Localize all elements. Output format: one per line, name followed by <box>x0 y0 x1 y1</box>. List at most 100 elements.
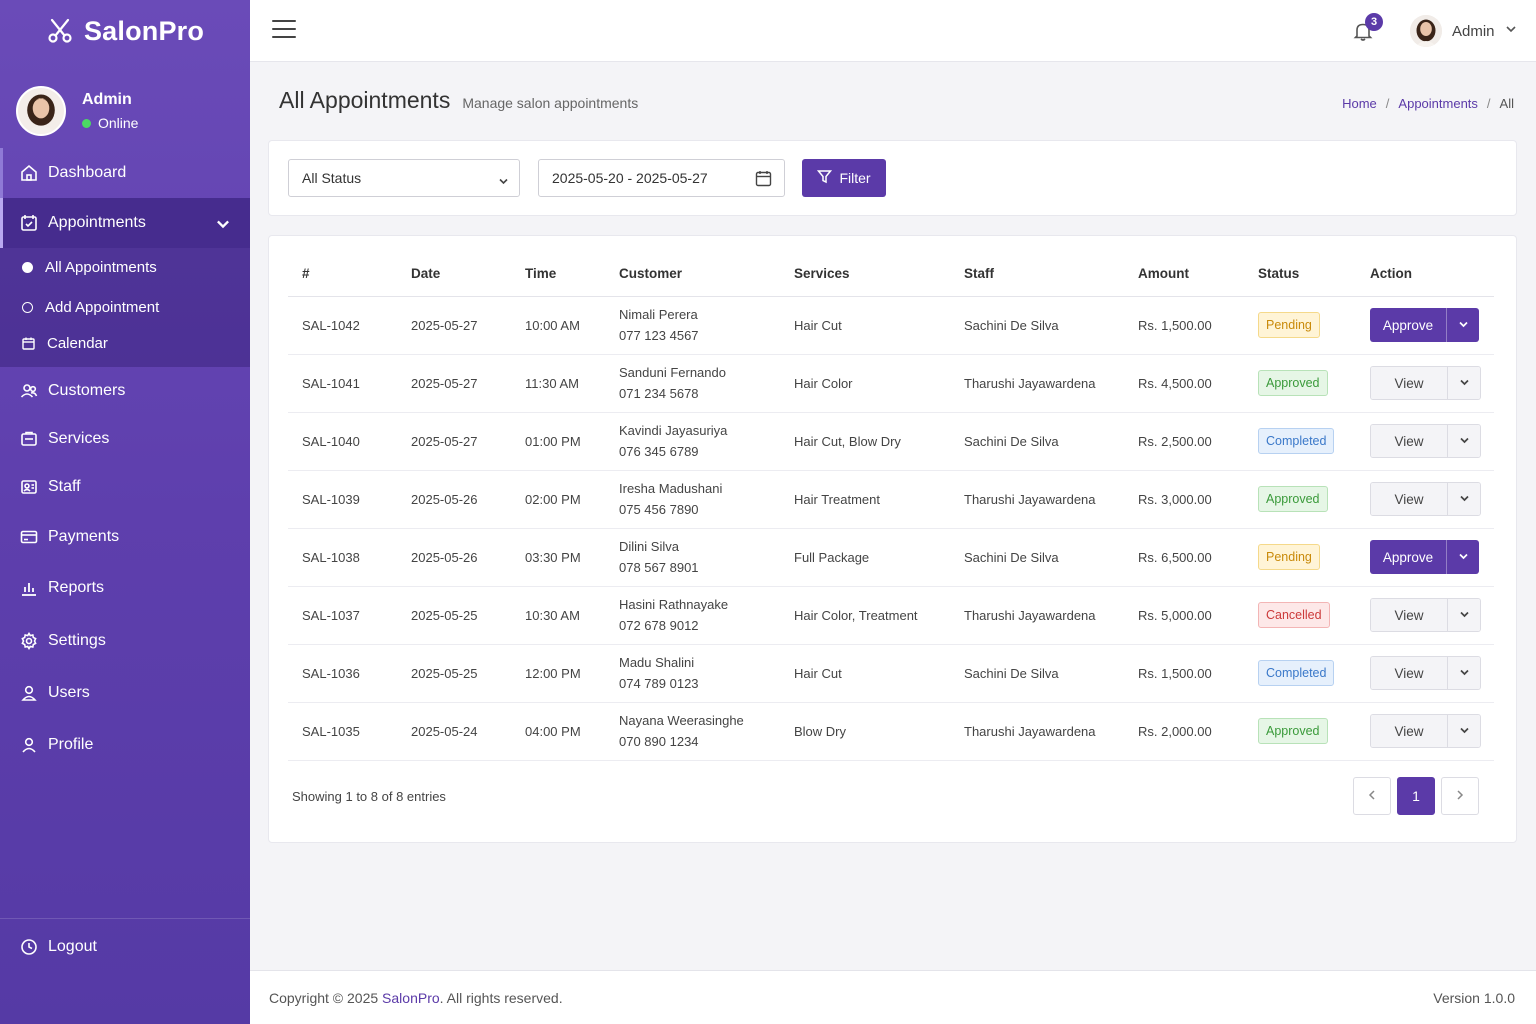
breadcrumb-home[interactable]: Home <box>1342 96 1377 111</box>
view-button[interactable]: View <box>1371 425 1447 457</box>
appointment-amount: Rs. 3,000.00 <box>1124 470 1244 529</box>
appointment-staff: Sachini De Silva <box>950 528 1124 587</box>
status-select[interactable]: All Status <box>288 159 520 197</box>
sidebar-item-appointments[interactable]: Appointments <box>0 198 250 248</box>
users-group-icon <box>20 382 38 400</box>
status-cell: Approved <box>1244 470 1356 529</box>
logout-button[interactable]: Logout <box>0 919 250 975</box>
customer-cell: Dilini Silva 078 567 8901 <box>605 528 780 587</box>
appointment-time: 01:00 PM <box>511 412 605 471</box>
action-dropdown-toggle[interactable] <box>1447 599 1480 631</box>
action-dropdown-toggle[interactable] <box>1447 367 1480 399</box>
breadcrumb-appointments[interactable]: Appointments <box>1398 96 1478 111</box>
table-row: SAL-1037 2025-05-25 10:30 AM Hasini Rathnay… <box>288 586 1494 645</box>
status-badge: Approved <box>1258 486 1328 512</box>
status-cell: Completed <box>1244 412 1356 471</box>
avatar <box>16 86 66 136</box>
copyright: Copyright © 2025 SalonPro. All rights re… <box>269 990 563 1006</box>
prev-page-button[interactable] <box>1353 777 1391 815</box>
customer-phone: 070 890 1234 <box>619 734 699 749</box>
topbar: 3 Admin <box>250 0 1536 62</box>
view-button[interactable]: View <box>1371 483 1447 515</box>
appointment-services: Hair Treatment <box>780 470 950 529</box>
approve-button[interactable]: Approve <box>1370 540 1446 574</box>
sidebar-item-reports[interactable]: Reports <box>0 562 250 615</box>
sidebar-subitem-add-appointment[interactable]: Add Appointment <box>0 288 250 328</box>
table-row: SAL-1035 2025-05-24 04:00 PM Nayana Weerasi… <box>288 702 1494 761</box>
home-icon <box>20 164 38 182</box>
topbar-user-menu[interactable]: Admin <box>1410 15 1517 47</box>
sidebar-item-customers[interactable]: Customers <box>0 367 250 415</box>
chevron-down-icon <box>1459 376 1470 391</box>
appointment-amount: Rs. 4,500.00 <box>1124 354 1244 413</box>
breadcrumb-current: All <box>1499 96 1514 111</box>
customer-name: Kavindi Jayasuriya <box>619 423 728 438</box>
appointment-id: SAL-1038 <box>288 528 397 587</box>
sidebar-item-services[interactable]: Services <box>0 415 250 463</box>
column-header: Staff <box>950 252 1124 297</box>
table-row: SAL-1042 2025-05-27 10:00 AM Nimali Perera 0… <box>288 296 1494 355</box>
footer-brand-link[interactable]: SalonPro <box>382 990 440 1006</box>
entries-info: Showing 1 to 8 of 8 entries <box>292 789 446 804</box>
sidebar-subitem-all-appointments[interactable]: All Appointments <box>0 248 250 288</box>
breadcrumb-separator: / <box>1385 96 1390 111</box>
view-button[interactable]: View <box>1371 657 1447 689</box>
sidebar-item-dashboard[interactable]: Dashboard <box>0 148 250 198</box>
approve-button[interactable]: Approve <box>1370 308 1446 342</box>
brand[interactable]: SalonPro <box>0 0 250 62</box>
status-cell: Approved <box>1244 702 1356 761</box>
subitem-label: Calendar <box>47 335 108 353</box>
appointment-amount: Rs. 2,500.00 <box>1124 412 1244 471</box>
appointment-id: SAL-1042 <box>288 296 397 355</box>
appointment-id: SAL-1035 <box>288 702 397 761</box>
chevron-down-icon <box>1459 434 1470 449</box>
action-cell: Approve <box>1356 528 1494 587</box>
column-header: Customer <box>605 252 780 297</box>
next-page-button[interactable] <box>1441 777 1479 815</box>
action-dropdown-toggle[interactable] <box>1447 483 1480 515</box>
sidebar-item-payments[interactable]: Payments <box>0 512 250 562</box>
sidebar-item-users[interactable]: Users <box>0 667 250 719</box>
customer-name: Madu Shalini <box>619 655 695 670</box>
column-header: Services <box>780 252 950 297</box>
action-dropdown-toggle[interactable] <box>1446 540 1479 574</box>
avatar <box>1410 15 1442 47</box>
sidebar-user-panel: Admin Online <box>0 62 250 144</box>
view-button[interactable]: View <box>1371 599 1447 631</box>
status-cell: Approved <box>1244 354 1356 413</box>
gear-icon <box>20 631 38 650</box>
status-select-value: All Status <box>302 170 362 186</box>
table-row: SAL-1038 2025-05-26 03:30 PM Dilini Silva 07… <box>288 528 1494 587</box>
action-dropdown-toggle[interactable] <box>1446 308 1479 342</box>
view-button[interactable]: View <box>1371 367 1447 399</box>
action-cell: View <box>1356 412 1494 471</box>
sidebar-item-profile[interactable]: Profile <box>0 719 250 771</box>
sidebar-item-staff[interactable]: Staff <box>0 463 250 512</box>
action-dropdown-toggle[interactable] <box>1447 715 1480 747</box>
page-button[interactable]: 1 <box>1397 777 1435 815</box>
sidebar-user-name: Admin <box>82 91 132 108</box>
chevron-right-icon <box>1454 788 1466 804</box>
appointment-amount: Rs. 6,500.00 <box>1124 528 1244 587</box>
id-card-icon <box>20 478 38 496</box>
filter-button[interactable]: Filter <box>802 159 886 197</box>
sidebar-item-label: Appointments <box>48 214 146 231</box>
appointment-services: Blow Dry <box>780 702 950 761</box>
appointment-id: SAL-1041 <box>288 354 397 413</box>
sidebar-item-settings[interactable]: Settings <box>0 615 250 667</box>
user-status-label: Online <box>98 115 139 131</box>
action-dropdown-toggle[interactable] <box>1447 425 1480 457</box>
menu-toggle-icon[interactable] <box>272 20 296 40</box>
sidebar-item-label: Staff <box>48 478 81 495</box>
main-content: All Appointments Manage salon appointmen… <box>250 62 1536 970</box>
appointment-id: SAL-1039 <box>288 470 397 529</box>
sidebar-subitem-calendar[interactable]: Calendar <box>0 327 250 367</box>
table-row: SAL-1040 2025-05-27 01:00 PM Kavindi Jayasu… <box>288 412 1494 471</box>
online-dot-icon <box>82 118 91 128</box>
action-dropdown-toggle[interactable] <box>1447 657 1480 689</box>
action-button-group: View <box>1370 656 1481 690</box>
view-button[interactable]: View <box>1371 715 1447 747</box>
status-badge: Approved <box>1258 718 1328 744</box>
date-range-input[interactable]: 2025-05-20 - 2025-05-27 <box>538 159 785 197</box>
chevron-down-icon <box>498 174 509 190</box>
